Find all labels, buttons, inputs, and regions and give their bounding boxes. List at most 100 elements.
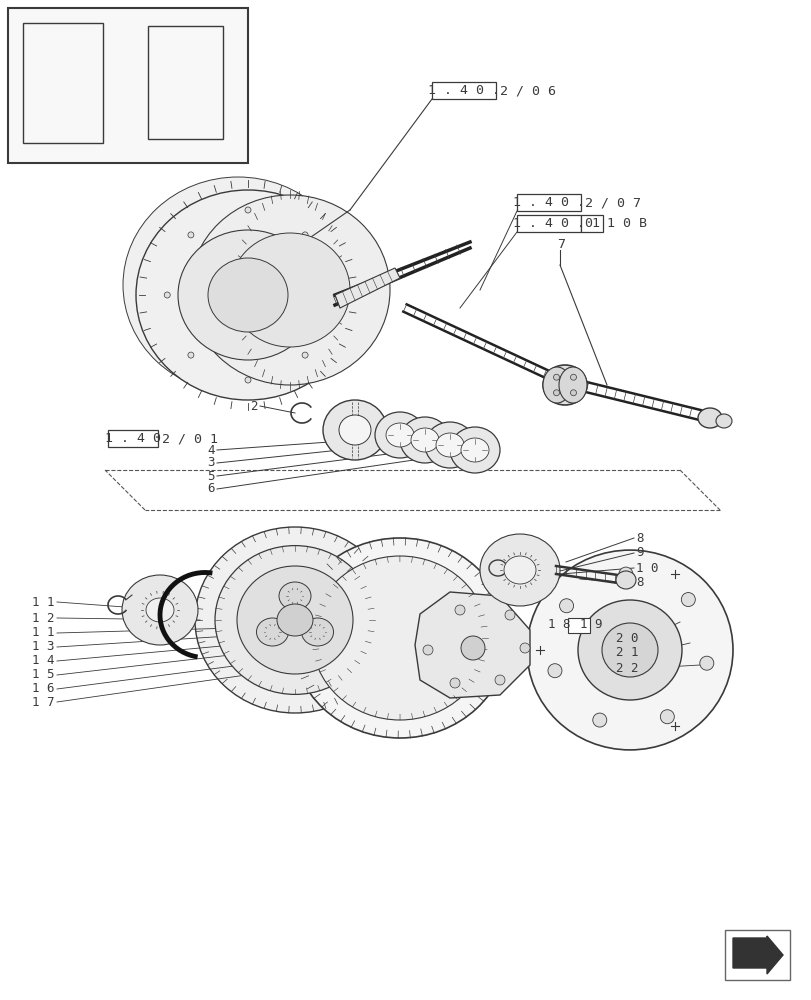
Text: 9: 9 xyxy=(635,546,642,560)
Ellipse shape xyxy=(461,438,488,462)
Bar xyxy=(23,23,103,143)
Text: 2 / 0 7: 2 / 0 7 xyxy=(584,196,640,209)
Text: 1 4: 1 4 xyxy=(32,654,55,668)
Ellipse shape xyxy=(385,423,414,447)
Circle shape xyxy=(680,593,694,607)
Circle shape xyxy=(570,374,576,380)
Text: 2 2: 2 2 xyxy=(616,662,637,674)
Ellipse shape xyxy=(577,600,681,700)
Ellipse shape xyxy=(301,618,333,646)
Ellipse shape xyxy=(292,538,508,738)
Ellipse shape xyxy=(436,433,463,457)
Ellipse shape xyxy=(338,415,371,445)
Bar xyxy=(724,930,789,980)
Circle shape xyxy=(461,636,484,660)
Ellipse shape xyxy=(601,623,657,677)
Ellipse shape xyxy=(715,414,731,428)
Text: 1 6: 1 6 xyxy=(32,682,55,696)
Text: 1 9: 1 9 xyxy=(579,618,602,632)
Circle shape xyxy=(659,710,673,724)
Bar xyxy=(431,82,496,99)
Bar xyxy=(517,215,581,232)
Ellipse shape xyxy=(195,527,394,713)
Bar xyxy=(8,8,247,163)
Text: 1 2: 1 2 xyxy=(32,611,55,624)
Bar xyxy=(148,26,223,139)
Ellipse shape xyxy=(190,195,389,385)
Ellipse shape xyxy=(122,177,353,393)
Text: 2: 2 xyxy=(250,399,258,412)
Circle shape xyxy=(449,678,460,688)
Circle shape xyxy=(495,675,504,685)
Circle shape xyxy=(187,352,194,358)
Circle shape xyxy=(570,390,576,396)
Circle shape xyxy=(699,656,713,670)
Text: 1 5: 1 5 xyxy=(32,668,55,682)
Text: 2 0: 2 0 xyxy=(616,632,637,645)
Text: 2 / 0 6: 2 / 0 6 xyxy=(500,84,556,97)
Ellipse shape xyxy=(479,534,560,606)
Ellipse shape xyxy=(558,367,586,403)
Text: 2 1: 2 1 xyxy=(616,647,637,660)
Ellipse shape xyxy=(122,575,198,645)
Ellipse shape xyxy=(410,428,439,452)
Ellipse shape xyxy=(215,546,375,694)
Ellipse shape xyxy=(543,365,586,405)
Bar xyxy=(108,430,158,447)
Circle shape xyxy=(423,645,432,655)
Polygon shape xyxy=(335,268,400,308)
Text: 5: 5 xyxy=(208,470,215,483)
Ellipse shape xyxy=(230,233,350,347)
Ellipse shape xyxy=(323,400,387,460)
Ellipse shape xyxy=(146,598,174,622)
Circle shape xyxy=(245,377,251,383)
Text: 2 / 0 1: 2 / 0 1 xyxy=(162,432,217,445)
Ellipse shape xyxy=(135,190,359,400)
Circle shape xyxy=(302,352,307,358)
Circle shape xyxy=(302,232,307,238)
Ellipse shape xyxy=(112,61,144,85)
Ellipse shape xyxy=(375,412,424,458)
Polygon shape xyxy=(732,936,782,974)
Ellipse shape xyxy=(697,408,721,428)
Bar xyxy=(568,618,590,633)
Ellipse shape xyxy=(237,566,353,674)
Ellipse shape xyxy=(504,556,535,584)
Ellipse shape xyxy=(543,367,570,403)
Text: 1 . 4 0 .: 1 . 4 0 . xyxy=(513,217,584,230)
Text: 6: 6 xyxy=(208,483,215,495)
Circle shape xyxy=(547,664,561,678)
Text: 1 0 B: 1 0 B xyxy=(607,217,646,230)
Bar xyxy=(517,194,581,211)
Text: 1 1: 1 1 xyxy=(32,626,55,640)
Ellipse shape xyxy=(311,556,487,720)
Ellipse shape xyxy=(277,604,312,636)
Circle shape xyxy=(553,374,559,380)
Text: 1 3: 1 3 xyxy=(32,641,55,654)
Text: 1 . 4 0 .: 1 . 4 0 . xyxy=(427,84,500,97)
Circle shape xyxy=(592,713,606,727)
Circle shape xyxy=(164,292,170,298)
Circle shape xyxy=(559,599,573,613)
Ellipse shape xyxy=(178,230,318,360)
Circle shape xyxy=(618,567,632,581)
Ellipse shape xyxy=(400,417,449,463)
Text: 4: 4 xyxy=(208,444,215,456)
Circle shape xyxy=(504,610,514,620)
Ellipse shape xyxy=(616,571,635,589)
Text: 01: 01 xyxy=(583,217,599,230)
Circle shape xyxy=(187,232,194,238)
Ellipse shape xyxy=(449,427,500,473)
Text: 1 7: 1 7 xyxy=(32,696,55,708)
Text: 1 . 4 0 .: 1 . 4 0 . xyxy=(513,196,584,209)
Text: 1 1: 1 1 xyxy=(32,595,55,608)
Ellipse shape xyxy=(256,618,288,646)
Text: 1 8: 1 8 xyxy=(547,618,570,632)
Circle shape xyxy=(553,390,559,396)
Text: 1 0: 1 0 xyxy=(635,562,658,574)
Text: 7: 7 xyxy=(556,237,564,250)
Text: 8: 8 xyxy=(635,576,642,589)
Polygon shape xyxy=(414,592,530,698)
Circle shape xyxy=(454,605,465,615)
Bar xyxy=(581,215,603,232)
